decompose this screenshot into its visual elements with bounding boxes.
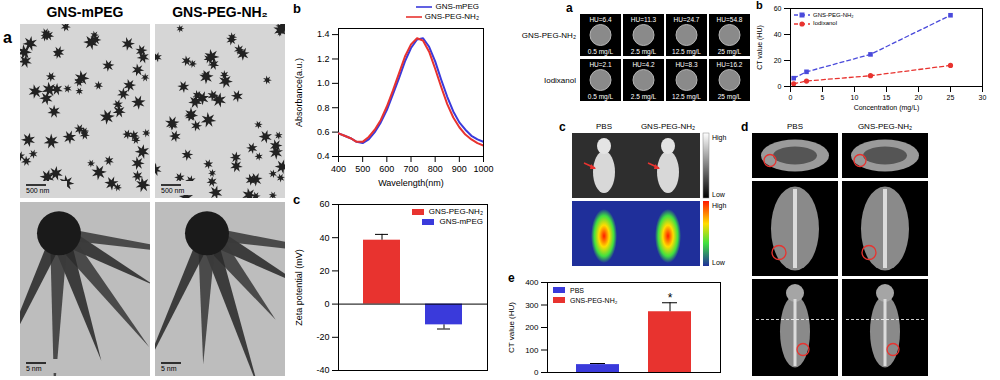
svg-text:60: 60 [319,199,329,209]
svg-text:400: 400 [331,164,346,174]
svg-text:PBS: PBS [596,122,612,131]
svg-text:0: 0 [789,94,793,101]
svg-text:15: 15 [883,94,891,101]
svg-text:25 mg/L: 25 mg/L [718,93,742,101]
html-text:PBS: PBS [570,286,584,294]
svg-text:20: 20 [915,94,923,101]
html-text:b: b [293,1,301,16]
svg-text:400: 400 [525,278,539,287]
svg-text:PBS: PBS [787,122,803,131]
svg-text:40: 40 [319,233,329,243]
svg-text:30: 30 [979,94,987,101]
svg-text:GNS-PEG-NH₂: GNS-PEG-NH₂ [858,122,912,131]
html-text:GNS-mPEG: GNS-mPEG [439,217,483,227]
svg-text:HU=2.1: HU=2.1 [589,61,612,68]
html-text:GNS-PEG-NH₂: GNS-PEG-NH₂ [813,12,854,19]
svg-text:12.5 mg/L: 12.5 mg/L [672,48,701,56]
svg-text:300: 300 [525,301,539,310]
svg-text:HU=16.2: HU=16.2 [717,61,743,68]
html-text:a: a [566,1,573,15]
svg-text:CT value (HU): CT value (HU) [756,25,764,70]
svg-text:GNS-PEG-NH₂: GNS-PEG-NH₂ [641,122,695,131]
html-text:e: e [508,271,515,285]
svg-text:500 nm: 500 nm [26,187,50,194]
svg-text:5: 5 [821,94,825,101]
svg-text:200: 200 [525,323,539,332]
svg-text:Low: Low [712,259,726,266]
svg-text:CT value (HU): CT value (HU) [507,302,516,353]
svg-text:5 nm: 5 nm [161,365,177,372]
svg-text:0.5 mg/L: 0.5 mg/L [588,93,614,101]
svg-text:1.0: 1.0 [317,78,330,88]
svg-text:0: 0 [534,368,539,377]
svg-text:25 mg/L: 25 mg/L [718,48,742,56]
svg-text:25: 25 [947,94,955,101]
html-text:b: b [756,0,763,11]
svg-text:Iodixanol: Iodixanol [544,76,576,85]
svg-text:0: 0 [324,299,329,309]
svg-text:Absorbance(a.u.): Absorbance(a.u.) [294,58,304,127]
svg-text:800: 800 [428,164,443,174]
svg-text:5 nm: 5 nm [26,365,42,372]
svg-text:40: 40 [774,31,782,38]
svg-text:GNS-PEG-NH₂: GNS-PEG-NH₂ [522,31,576,40]
svg-text:10: 10 [851,94,859,101]
html-text:Iodixanol: Iodixanol [813,20,837,27]
html-text:GNS-PEG-NH₂: GNS-PEG-NH₂ [570,296,618,304]
svg-text:100: 100 [525,346,539,355]
svg-text:1.4: 1.4 [317,29,330,39]
svg-text:HU=4.2: HU=4.2 [632,61,655,68]
svg-text:High: High [712,134,727,142]
html-text:a: a [3,29,12,46]
svg-text:0.6: 0.6 [317,127,330,137]
svg-text:Wavelength(nm): Wavelength(nm) [378,178,444,188]
html-text:GNS-mPEG: GNS-mPEG [435,2,479,11]
svg-text:HU=11.3: HU=11.3 [631,16,657,23]
svg-text:12.5 mg/L: 12.5 mg/L [672,93,701,101]
svg-text:HU=8.3: HU=8.3 [675,61,698,68]
svg-text:2.5 mg/L: 2.5 mg/L [631,93,657,101]
svg-text:500 nm: 500 nm [161,187,185,194]
svg-text:900: 900 [452,164,467,174]
svg-text:60: 60 [774,5,782,12]
html-text:d: d [741,120,749,134]
svg-text:GNS-PEG-NH₂: GNS-PEG-NH₂ [172,4,268,20]
svg-text:HU=6.4: HU=6.4 [589,16,612,23]
svg-text:1000: 1000 [473,164,493,174]
svg-text:20: 20 [319,266,329,276]
html-text:c: c [559,120,566,134]
svg-text:2.5 mg/L: 2.5 mg/L [631,48,657,56]
html-text:GNS-PEG-NH₂: GNS-PEG-NH₂ [424,12,479,22]
svg-text:600: 600 [379,164,394,174]
svg-text:Zeta potential (mV): Zeta potential (mV) [294,249,304,326]
svg-text:-20: -20 [316,332,329,342]
svg-text:1.2: 1.2 [317,54,330,64]
svg-text:Low: Low [712,191,726,198]
svg-text:HU=54.8: HU=54.8 [717,16,743,23]
svg-text:0.8: 0.8 [317,103,330,113]
svg-text:HU=24.7: HU=24.7 [674,16,700,23]
svg-text:Concentration (mg/L): Concentration (mg/L) [854,104,920,112]
svg-text:0.4: 0.4 [317,151,330,161]
svg-text:0: 0 [778,83,782,90]
svg-text:High: High [712,202,727,210]
svg-text:0.5 mg/L: 0.5 mg/L [588,48,614,56]
svg-text:500: 500 [355,164,370,174]
svg-text:-40: -40 [316,365,329,375]
svg-text:700: 700 [403,164,418,174]
html-text:c: c [293,192,301,207]
svg-text:20: 20 [774,57,782,64]
html-text:GNS-PEG-NH₂: GNS-PEG-NH₂ [428,207,483,216]
svg-text:GNS-mPEG: GNS-mPEG [46,4,123,20]
svg-text:*: * [668,291,673,305]
